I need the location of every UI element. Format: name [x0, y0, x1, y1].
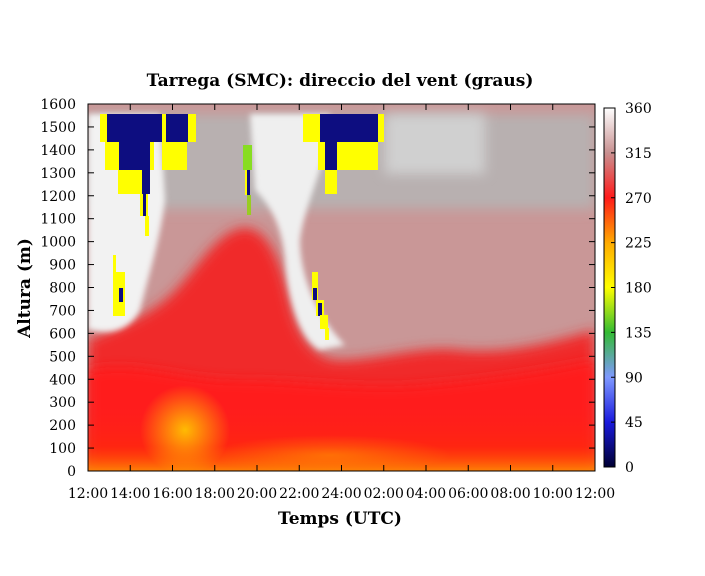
cell-yellow — [118, 170, 142, 194]
chart-title: Tarrega (SMC): direccio del vent (graus) — [147, 71, 534, 91]
colorbar-tick-label: 360 — [625, 101, 652, 117]
heatmap-hot-spot-mid — [210, 435, 450, 471]
y-tick-label: 400 — [49, 372, 76, 388]
x-tick-label: 04:00 — [406, 486, 446, 502]
colorbar-tick-label: 270 — [625, 191, 652, 207]
cell-blue — [318, 303, 322, 316]
y-tick-label: 100 — [49, 441, 76, 457]
heatmap-hot-spot-left — [140, 385, 230, 471]
x-tick-label: 10:00 — [533, 486, 573, 502]
y-tick-label: 200 — [49, 418, 76, 434]
x-tick-label: 16:00 — [152, 486, 192, 502]
colorbar-tick-label: 225 — [625, 236, 652, 252]
y-tick-label: 1600 — [40, 97, 76, 113]
cell-blue — [166, 114, 188, 142]
cell-blue — [143, 194, 146, 216]
cell-yellow — [312, 272, 318, 300]
cell-yellow — [188, 114, 196, 142]
y-tick-label: 1100 — [40, 212, 76, 228]
y-tick-label: 1500 — [40, 120, 76, 136]
cell-blue — [142, 170, 150, 194]
x-tick-label: 22:00 — [279, 486, 319, 502]
x-tick-label: 02:00 — [364, 486, 404, 502]
x-tick-label: 14:00 — [110, 486, 150, 502]
heatmap-field — [88, 104, 595, 471]
x-tick-label: 24:00 — [321, 486, 361, 502]
cell-blue — [320, 114, 378, 142]
cell-green — [243, 145, 252, 170]
heatmap-white-plume-center — [250, 114, 345, 350]
x-axis-title: Temps (UTC) — [278, 509, 402, 529]
x-tick-label: 18:00 — [195, 486, 235, 502]
y-tick-label: 800 — [49, 281, 76, 297]
colorbar-tick-label: 0 — [625, 460, 634, 476]
y-tick-label: 0 — [67, 464, 76, 480]
cell-yellow — [162, 142, 187, 170]
x-tick-label: 08:00 — [490, 486, 530, 502]
x-axis: 12:00 14:00 16:00 18:00 20:00 22:00 24:00 02:00… — [68, 104, 615, 502]
cell-blue — [107, 114, 162, 142]
y-tick-label: 500 — [49, 349, 76, 365]
colorbar-tick-label: 315 — [625, 146, 652, 162]
cell-yellow — [320, 315, 328, 329]
colorbar-axis: 0 45 90 135 180 225 270 315 360 — [611, 101, 652, 476]
heatmap-upper-white-right — [385, 114, 485, 174]
x-tick-label: 20:00 — [237, 486, 277, 502]
cell-yellow — [325, 328, 329, 340]
cell-yellow — [150, 142, 154, 170]
cell-yellow — [325, 170, 337, 194]
cell-blue — [119, 142, 150, 170]
colorbar-tick-label: 180 — [625, 281, 652, 297]
cell-yellow — [162, 114, 166, 142]
cell-yellow — [105, 142, 119, 170]
cell-blue — [119, 288, 123, 302]
cell-blue — [325, 142, 337, 170]
y-tick-label: 1200 — [40, 189, 76, 205]
cell-yellow — [113, 255, 116, 275]
colorbar-tick-label: 135 — [625, 325, 652, 341]
x-tick-label: 12:00 — [575, 486, 615, 502]
cell-yellow — [100, 114, 108, 142]
y-tick-label: 1300 — [40, 166, 76, 182]
y-tick-label: 1400 — [40, 143, 76, 159]
cell-yellow — [378, 114, 384, 142]
y-axis-title: Altura (m) — [15, 238, 35, 339]
cell-blue — [313, 288, 317, 300]
y-tick-label: 700 — [49, 303, 76, 319]
cell-green — [247, 195, 251, 215]
y-tick-label: 600 — [49, 326, 76, 342]
cell-yellow — [318, 142, 325, 170]
x-tick-label: 12:00 — [68, 486, 108, 502]
cell-blue — [247, 170, 250, 195]
cell-yellow — [303, 114, 320, 142]
y-tick-label: 1000 — [40, 235, 76, 251]
cell-yellow — [337, 142, 378, 170]
cell-yellow — [145, 216, 149, 236]
colorbar-tick-label: 45 — [625, 415, 643, 431]
y-axis: 0 100 200 300 400 500 600 700 800 900 1000 1100 1200… — [40, 97, 595, 480]
x-tick-label: 06:00 — [448, 486, 488, 502]
y-tick-label: 900 — [49, 258, 76, 274]
y-tick-label: 300 — [49, 395, 76, 411]
colorbar-tick-label: 90 — [625, 370, 643, 386]
